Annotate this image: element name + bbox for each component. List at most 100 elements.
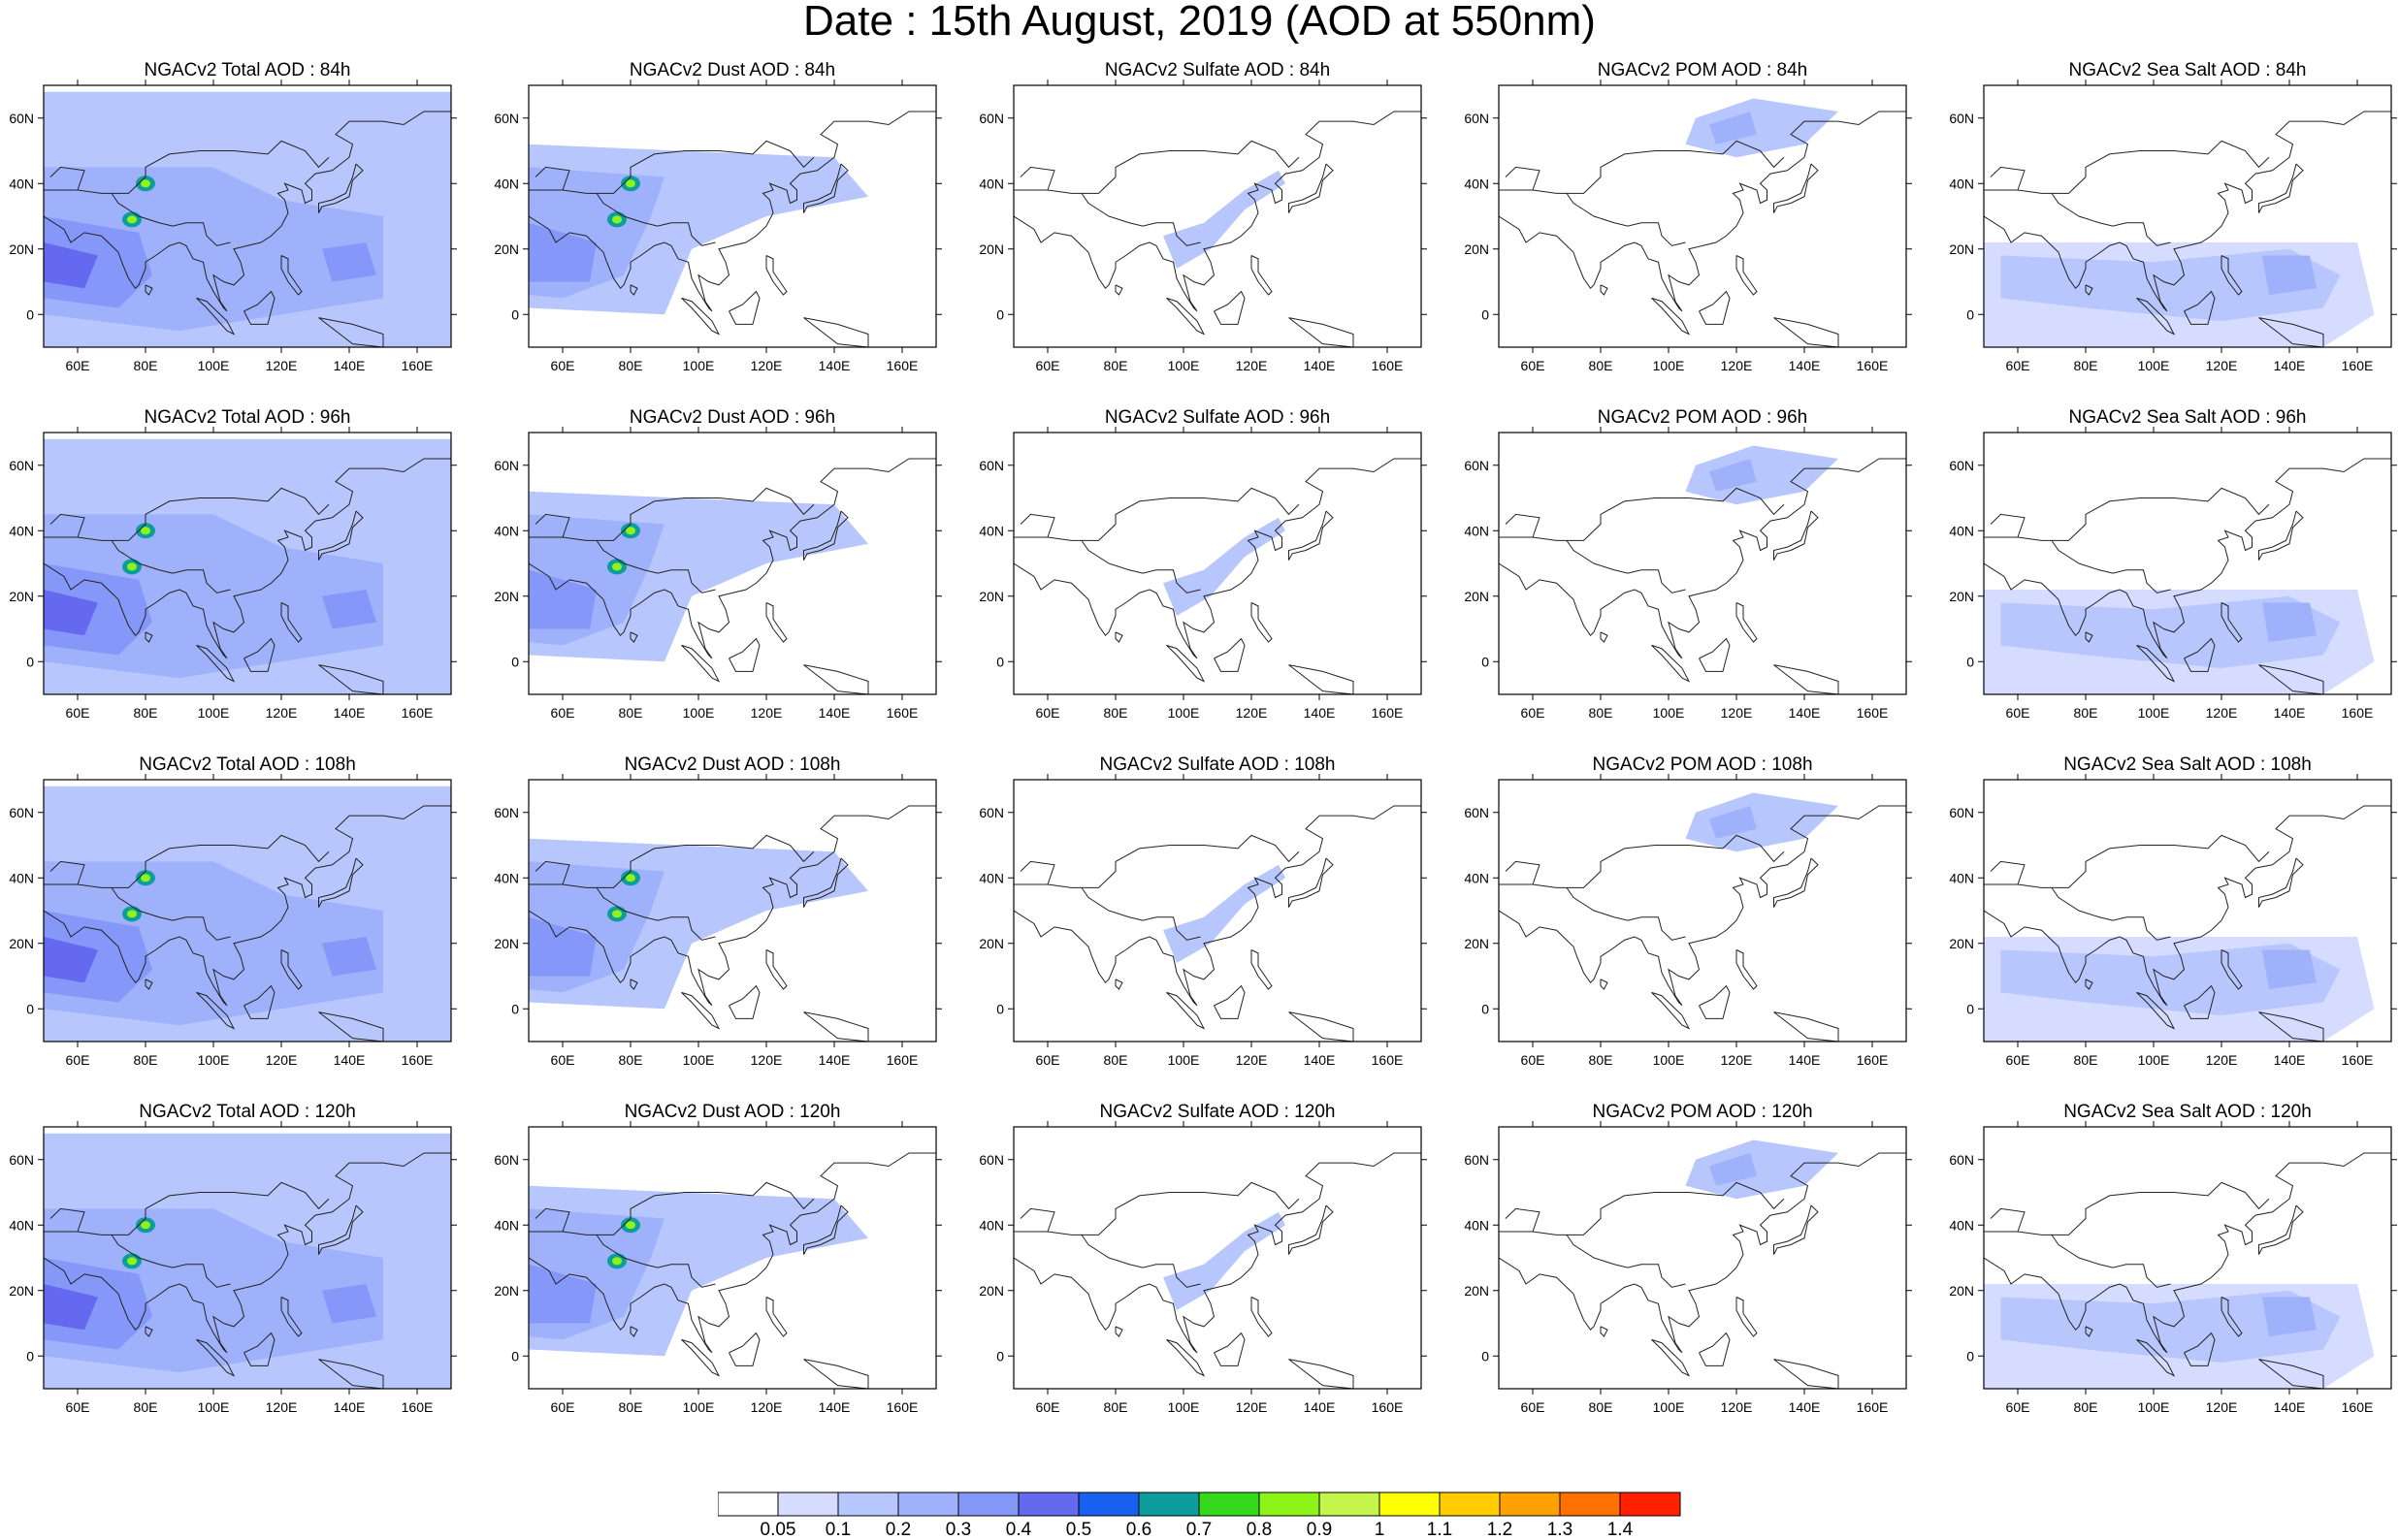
lat-tick-label: 60N: [979, 805, 1004, 820]
lat-tick-label: 40N: [9, 1217, 34, 1233]
lon-tick-label: 100E: [2138, 358, 2170, 373]
lon-tick-label: 140E: [2274, 358, 2306, 373]
lon-tick-label: 160E: [1857, 705, 1889, 721]
lon-tick-label: 100E: [683, 358, 715, 373]
lon-tick-label: 120E: [266, 358, 298, 373]
lat-tick-label: 0: [1481, 1348, 1489, 1364]
colorbar-swatch: [1138, 1492, 1200, 1517]
lon-tick-label: 120E: [1721, 1399, 1753, 1415]
lat-tick-label: 20N: [494, 936, 519, 951]
lon-tick-label: 140E: [819, 705, 851, 721]
lat-tick-label: 40N: [1464, 523, 1489, 538]
colorbar-swatch: [897, 1492, 959, 1517]
colorbar-swatch: [718, 1492, 779, 1517]
colorbar-label: 0.4: [1006, 1520, 1032, 1537]
lat-tick-label: 20N: [1949, 1283, 1974, 1299]
lat-tick-label: 0: [1481, 306, 1489, 322]
colorbar-label: 0.6: [1126, 1520, 1151, 1537]
lat-tick-label: 0: [1966, 1001, 1974, 1016]
colorbar-label: 1.2: [1487, 1520, 1512, 1537]
lat-tick-label: 60N: [1464, 111, 1489, 126]
lon-tick-label: 100E: [1653, 1052, 1685, 1068]
lat-tick-label: 40N: [494, 1217, 519, 1233]
lon-tick-label: 160E: [402, 1399, 434, 1415]
lat-tick-label: 40N: [1949, 523, 1974, 538]
lon-tick-label: 160E: [1372, 358, 1404, 373]
lon-tick-label: 160E: [402, 358, 434, 373]
aod-shading: [1709, 112, 1757, 144]
lon-tick-label: 80E: [2074, 705, 2098, 721]
lat-tick-label: 40N: [9, 176, 34, 191]
lon-tick-label: 120E: [2206, 358, 2238, 373]
colorbar-swatch: [1018, 1492, 1080, 1517]
lat-tick-label: 40N: [1949, 176, 1974, 191]
aod-shading: [1685, 792, 1838, 852]
lon-tick-label: 100E: [198, 358, 230, 373]
lon-tick-label: 100E: [2138, 705, 2170, 721]
lon-tick-label: 80E: [134, 1052, 158, 1068]
map-panel-pom: NGACv2 POM AOD : 108h 60N 40N 20N 0 60E 80E 100…: [1464, 754, 1912, 1068]
lat-tick-label: 0: [26, 1001, 34, 1016]
colorbar-label: 1.4: [1607, 1520, 1634, 1537]
map-panel-dust: NGACv2 Dust AOD : 96h 60N 40N 20N 0 60E 80E 100…: [494, 407, 942, 721]
lat-tick-label: 60N: [9, 458, 34, 473]
lat-tick-label: 20N: [1464, 936, 1489, 951]
lon-tick-label: 120E: [1236, 705, 1268, 721]
lon-tick-label: 140E: [1789, 1399, 1821, 1415]
lon-tick-label: 80E: [134, 358, 158, 373]
lon-tick-label: 80E: [1589, 705, 1613, 721]
colorbar-label: 1.3: [1547, 1520, 1572, 1537]
lon-tick-label: 100E: [198, 705, 230, 721]
colorbar-label: 0.2: [886, 1520, 911, 1537]
lon-tick-label: 60E: [1521, 1052, 1545, 1068]
map-panel-pom: NGACv2 POM AOD : 120h 60N 40N 20N 0 60E 80E 100…: [1464, 1102, 1912, 1415]
lat-tick-label: 60N: [1949, 1152, 1974, 1168]
lon-tick-label: 160E: [1372, 1052, 1404, 1068]
lon-tick-label: 80E: [2074, 1399, 2098, 1415]
map-panel-pom: NGACv2 POM AOD : 84h 60N 40N 20N 0 60E 80E 100E…: [1464, 60, 1912, 373]
lon-tick-label: 140E: [1304, 705, 1336, 721]
lat-tick-label: 60N: [494, 805, 519, 820]
lat-tick-label: 60N: [9, 111, 34, 126]
lat-tick-label: 0: [1481, 1001, 1489, 1016]
lat-tick-label: 0: [511, 1348, 519, 1364]
panel-title: NGACv2 Total AOD : 96h: [145, 407, 351, 428]
lat-tick-label: 60N: [1949, 111, 1974, 126]
lat-tick-label: 40N: [1464, 176, 1489, 191]
lon-tick-label: 120E: [2206, 705, 2238, 721]
lon-tick-label: 100E: [198, 1399, 230, 1415]
lon-tick-label: 60E: [1036, 358, 1060, 373]
lon-tick-label: 140E: [819, 1052, 851, 1068]
panel-title: NGACv2 Sulfate AOD : 96h: [1105, 407, 1330, 428]
lat-tick-label: 0: [1481, 654, 1489, 669]
colorbar-swatch: [777, 1492, 839, 1517]
lon-tick-label: 80E: [619, 1052, 643, 1068]
aod-shading: [44, 590, 98, 636]
lon-tick-label: 60E: [2006, 1399, 2030, 1415]
lat-tick-label: 0: [1966, 654, 1974, 669]
colorbar-swatch: [1499, 1492, 1561, 1517]
panel-title: NGACv2 Dust AOD : 96h: [630, 407, 835, 428]
lat-tick-label: 60N: [9, 805, 34, 820]
panel-title: NGACv2 Sulfate AOD : 120h: [1100, 1102, 1336, 1122]
lon-tick-label: 160E: [1857, 358, 1889, 373]
lon-tick-label: 160E: [2342, 705, 2374, 721]
lon-tick-label: 160E: [1857, 1399, 1889, 1415]
lon-tick-label: 60E: [66, 358, 90, 373]
aod-shading: [529, 1264, 597, 1324]
lon-tick-label: 140E: [819, 1399, 851, 1415]
lat-tick-label: 0: [1966, 306, 1974, 322]
colorbar-swatch: [1078, 1492, 1140, 1517]
lat-tick-label: 20N: [1949, 589, 1974, 604]
panel-title: NGACv2 Sea Salt AOD : 96h: [2068, 407, 2306, 428]
aod-shading: [44, 1284, 98, 1331]
lat-tick-label: 40N: [1464, 1217, 1489, 1233]
lon-tick-label: 160E: [2342, 358, 2374, 373]
lat-tick-label: 60N: [1949, 805, 1974, 820]
lon-tick-label: 140E: [334, 705, 366, 721]
lat-tick-label: 60N: [1464, 805, 1489, 820]
aod-shading: [44, 242, 98, 289]
lon-tick-label: 160E: [887, 358, 919, 373]
lon-tick-label: 80E: [134, 705, 158, 721]
lat-tick-label: 40N: [1949, 870, 1974, 885]
